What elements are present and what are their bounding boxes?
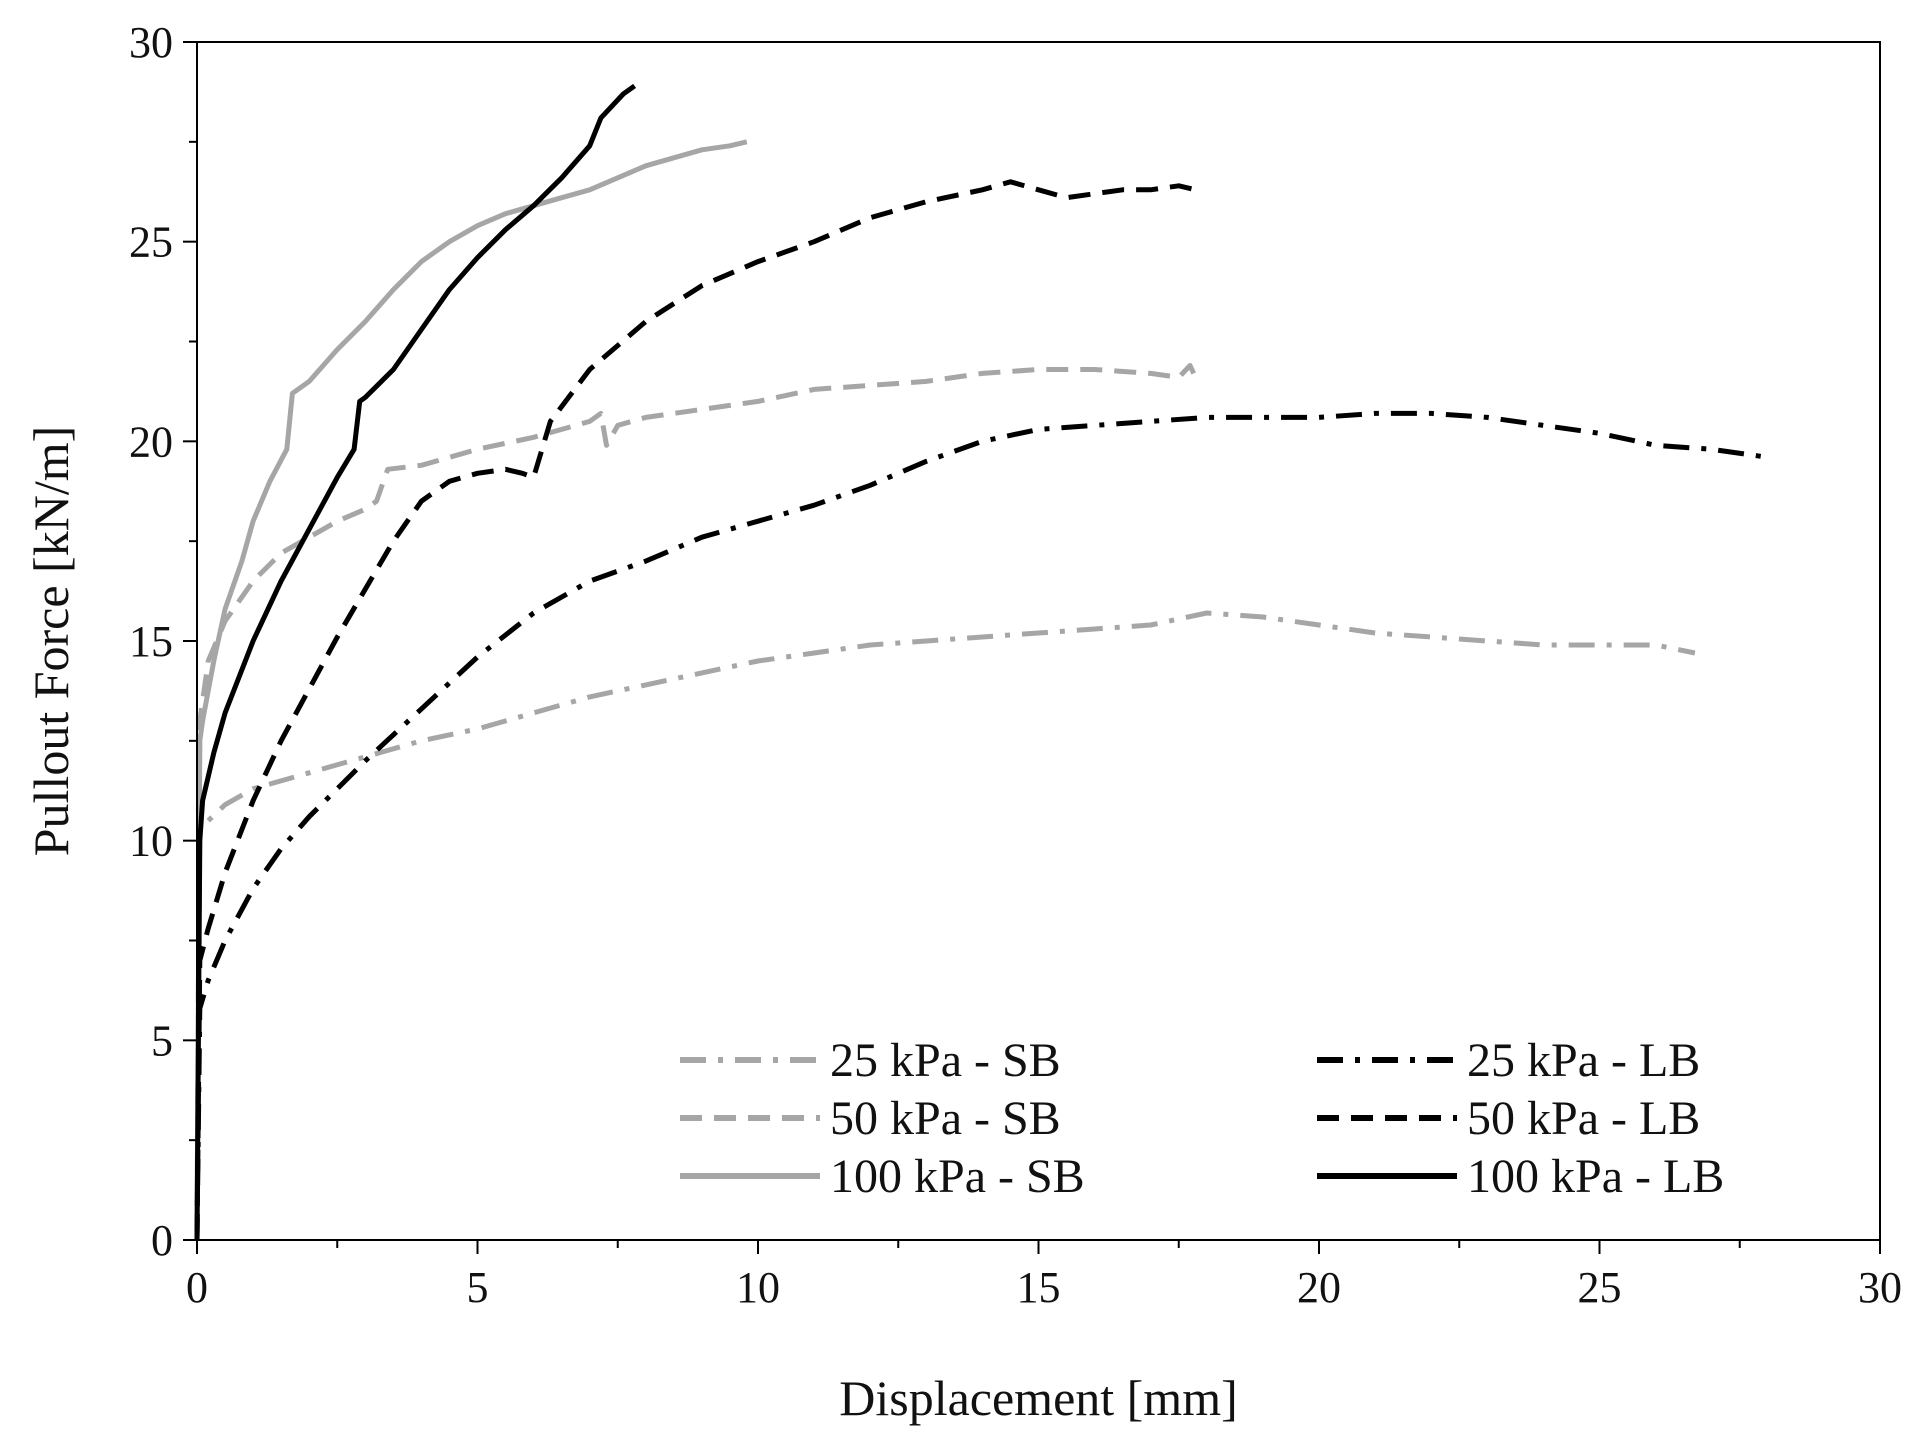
x-tick-label: 30 (1858, 1263, 1902, 1312)
x-tick-label: 10 (736, 1263, 780, 1312)
x-tick-label: 25 (1578, 1263, 1622, 1312)
legend-item: 25 kPa - SB (680, 1034, 1061, 1087)
y-tick-label: 25 (129, 218, 173, 267)
legend-item: 100 kPa - SB (680, 1150, 1085, 1203)
series-line-4 (194, 179, 1197, 1241)
legend-label: 25 kPa - SB (830, 1034, 1061, 1087)
series-line-5 (194, 83, 637, 1241)
legend-label: 50 kPa - LB (1467, 1092, 1700, 1145)
series-line-1 (194, 363, 1198, 1241)
y-tick-label: 5 (151, 1016, 173, 1065)
y-tick-label: 30 (129, 18, 173, 67)
x-tick-label: 5 (467, 1263, 489, 1312)
y-tick-label: 20 (129, 417, 173, 466)
series-layer (194, 83, 1769, 1241)
x-tick-label: 15 (1017, 1263, 1061, 1312)
x-axis-title: Displacement [mm] (839, 1370, 1238, 1426)
legend-item: 100 kPa - LB (1317, 1150, 1724, 1203)
y-tick-label: 0 (151, 1216, 173, 1265)
legend-item: 50 kPa - LB (1317, 1092, 1700, 1145)
legend-label: 25 kPa - LB (1467, 1034, 1700, 1087)
y-tick-label: 10 (129, 817, 173, 866)
series-line-2 (194, 139, 748, 1241)
x-tick-label: 20 (1297, 1263, 1341, 1312)
y-axis-title: Pullout Force [kN/m] (23, 426, 79, 857)
series-line-3 (194, 410, 1769, 1241)
y-tick-label: 15 (129, 617, 173, 666)
legend-label: 50 kPa - SB (830, 1092, 1061, 1145)
legend-label: 100 kPa - LB (1467, 1150, 1724, 1203)
series-line-0 (194, 610, 1696, 1241)
ticks-layer: 0 5 10 15 20 25 30 0 5 10 15 20 25 30 (129, 18, 1902, 1312)
legend-item: 25 kPa - LB (1317, 1034, 1700, 1087)
x-tick-label: 0 (186, 1263, 208, 1312)
legend-label: 100 kPa - SB (830, 1150, 1085, 1203)
legend-item: 50 kPa - SB (680, 1092, 1061, 1145)
